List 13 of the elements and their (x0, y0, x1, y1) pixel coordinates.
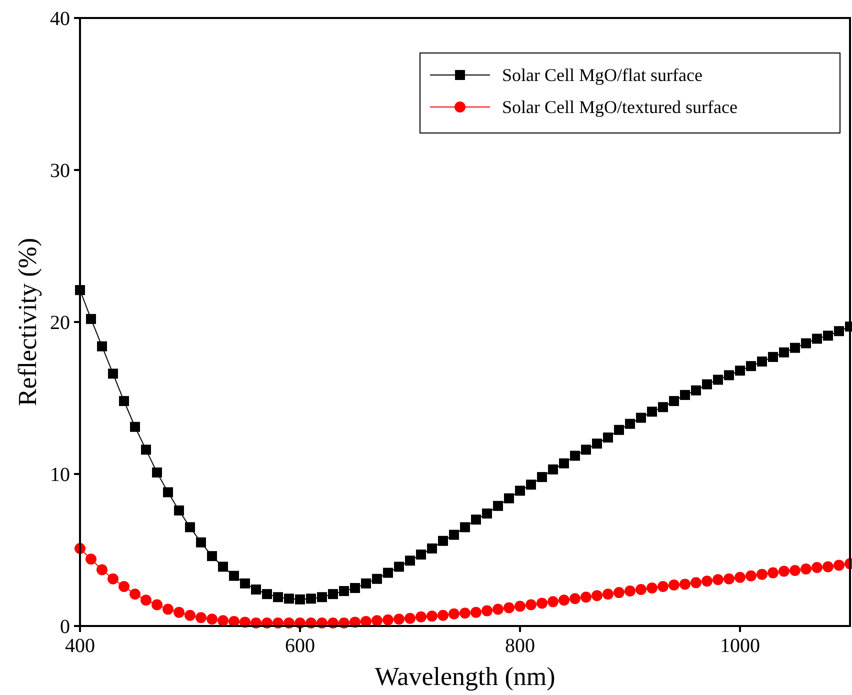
x-tick-label: 600 (285, 635, 315, 657)
x-tick-label: 800 (505, 635, 535, 657)
x-tick-label: 400 (65, 635, 95, 657)
y-tick-label: 0 (60, 616, 70, 638)
legend-label: Solar Cell MgO/textured surface (502, 97, 738, 117)
y-tick-label: 20 (50, 312, 70, 334)
legend-label: Solar Cell MgO/flat surface (502, 65, 702, 85)
y-axis-title: Reflectivity (%) (13, 238, 42, 406)
y-tick-label: 40 (50, 8, 70, 30)
x-tick-label: 1000 (720, 635, 760, 657)
y-tick-label: 30 (50, 160, 70, 182)
y-tick-label: 10 (50, 464, 70, 486)
x-axis-title: Wavelength (nm) (374, 662, 556, 691)
